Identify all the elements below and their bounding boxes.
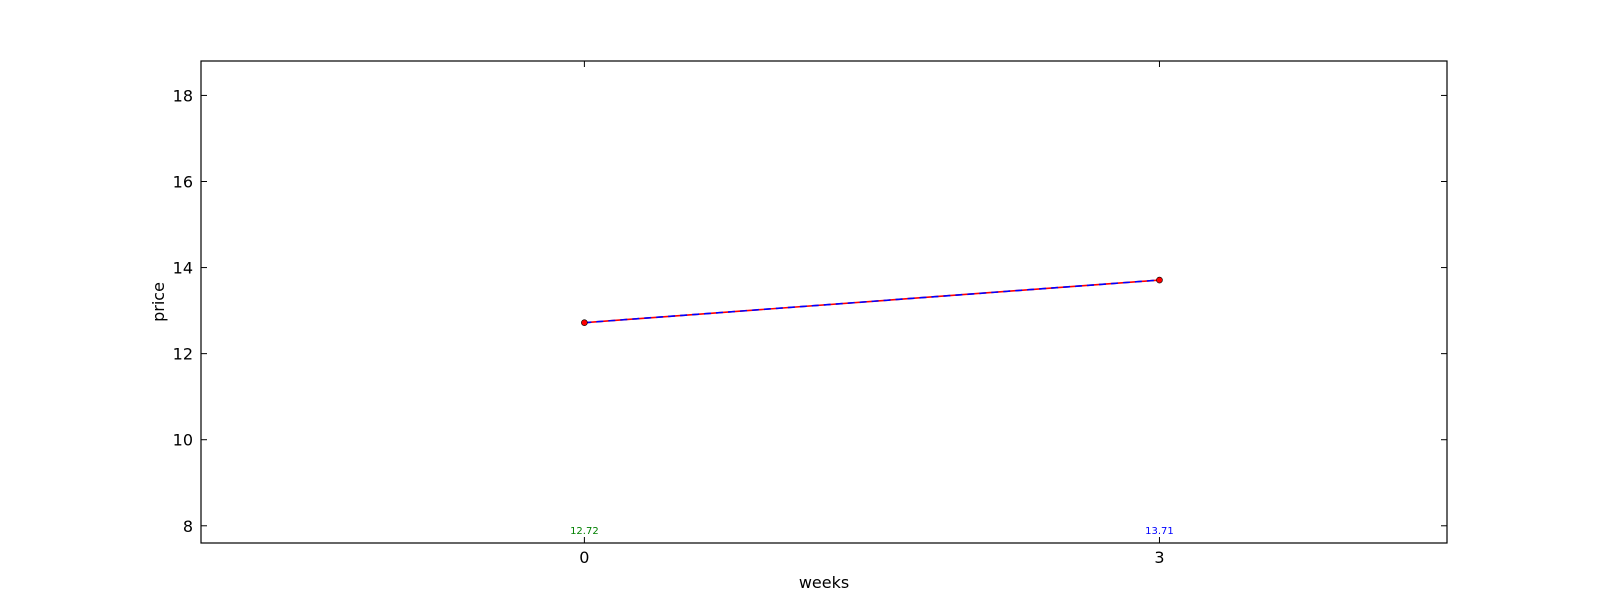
data-point: [1156, 276, 1163, 284]
series-line-dashed: [584, 279, 1160, 324]
x-tick-label: 3: [1154, 548, 1164, 567]
y-axis-label: price: [149, 282, 168, 322]
y-tick-label: 16: [173, 173, 193, 192]
y-tick-label: 18: [173, 86, 193, 105]
y-tick-label: 8: [183, 517, 193, 536]
data-label: 13.71: [1145, 526, 1174, 537]
data-point: [581, 319, 588, 326]
data-label: 12.72: [570, 526, 599, 537]
x-tick-label: 0: [579, 548, 589, 567]
plot-frame: [200, 60, 1448, 544]
x-axis-label: weeks: [799, 573, 849, 592]
y-tick-label: 14: [173, 259, 193, 278]
y-tick-label: 10: [173, 431, 193, 450]
y-tick-label: 12: [173, 345, 193, 364]
